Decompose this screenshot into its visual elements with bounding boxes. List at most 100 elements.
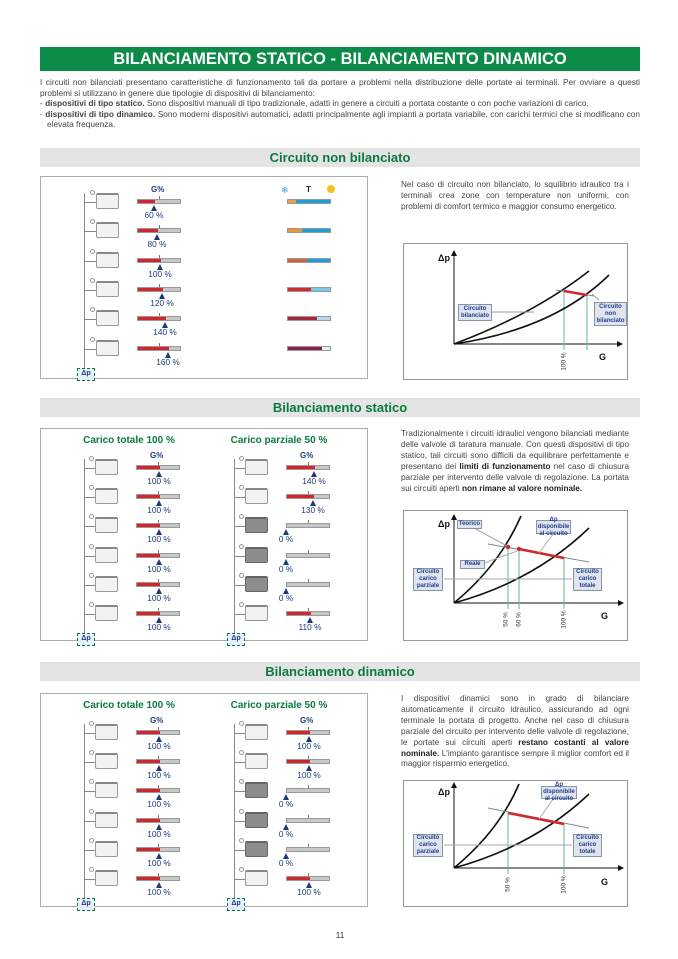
branch-pipe — [234, 733, 245, 734]
nominal-tick — [158, 491, 159, 495]
graph-annotation: Δp disponibile al circuito — [536, 516, 571, 537]
flow-percent: 80 % — [147, 239, 167, 250]
item-bold: dispositivi di tipo statico. — [45, 98, 145, 109]
intro-text: I circuiti non bilanciati presentano car… — [40, 77, 640, 130]
flow-marker-icon — [283, 587, 289, 594]
section-text: Nel caso di circuito non bilanciato, lo … — [401, 180, 629, 213]
temperature-bar — [287, 316, 331, 322]
branch-pipe — [84, 614, 95, 615]
radiator — [95, 546, 118, 563]
page-number: 11 — [335, 930, 345, 940]
real-point — [516, 546, 522, 552]
temperature-bar — [287, 199, 331, 204]
nominal-tick — [308, 843, 309, 847]
flow-bar — [136, 494, 180, 500]
temperature-bar-warm — [288, 287, 312, 291]
snowflake-icon: ❄ — [281, 185, 289, 195]
flow-bar — [286, 846, 330, 852]
intro-paragraph: I circuiti non bilanciati presentano car… — [40, 77, 640, 98]
valve-icon — [89, 750, 94, 756]
curve-partial — [453, 783, 520, 869]
flow-bar — [136, 611, 180, 616]
radiator — [95, 724, 118, 740]
flow-marker-icon — [283, 529, 289, 536]
branch-pipe — [84, 526, 95, 528]
valve-icon — [89, 779, 94, 785]
flow-marker-icon — [311, 471, 317, 477]
flow-percent: 100 % — [147, 857, 171, 868]
nominal-tick — [158, 843, 159, 847]
curve-total — [453, 527, 590, 604]
leader-line — [473, 527, 508, 547]
valve-icon — [89, 867, 94, 872]
g-percent-label: G% — [300, 451, 314, 460]
nominal-tick — [308, 873, 309, 876]
valve-icon — [89, 721, 94, 726]
branch-pipe — [234, 497, 245, 499]
branch-pipe — [84, 202, 96, 203]
intro-item-static: - dispositivi di tipo statico. Sono disp… — [40, 98, 589, 109]
flow-marker-icon — [151, 205, 157, 211]
flow-bar-fill — [138, 317, 166, 321]
temperature-bar — [287, 228, 331, 234]
flow-percent: 100 % — [147, 476, 171, 486]
panel-title: Carico totale 100 % — [83, 700, 175, 711]
branch-pipe — [234, 820, 245, 822]
section-text: I dispositivi dinamici sono in grado di … — [401, 694, 629, 770]
radiator — [96, 280, 119, 297]
valve-icon — [239, 602, 244, 607]
radiator — [245, 724, 268, 740]
supply-pipe — [84, 459, 85, 635]
flow-marker-icon — [307, 617, 313, 623]
flow-bar — [286, 759, 330, 765]
branch-pipe — [84, 260, 96, 262]
flow-bar — [136, 759, 180, 765]
axis-tick-label: 50 % — [504, 877, 512, 892]
branch-pipe — [234, 791, 245, 793]
flow-percent: 130 % — [301, 505, 325, 516]
flow-bar — [136, 817, 180, 823]
flow-bar — [286, 465, 330, 470]
flow-bar-fill — [137, 466, 160, 469]
dp-sensor: Δp — [77, 633, 95, 646]
flow-bar-fill — [138, 200, 155, 203]
valve-icon — [89, 837, 94, 843]
text-segment: L'impianto garantisce sempre il miglior … — [401, 748, 629, 769]
graph-static: Δp G 50 % 60 % 100 % Teorico Δp disponibile al… — [403, 510, 628, 641]
page-title: BILANCIAMENTO STATICO - BILANCIAMENTO DI… — [40, 47, 640, 71]
text-segment: nel caso di chiusura parziale per interv… — [401, 461, 629, 493]
flow-percent: 160 % — [156, 356, 180, 367]
branch-pipe — [84, 348, 96, 350]
nominal-tick — [308, 608, 309, 611]
flow-percent: 60 % — [144, 210, 164, 220]
flow-bar-fill — [137, 495, 160, 499]
nominal-tick — [159, 254, 160, 258]
nominal-tick — [158, 608, 159, 611]
flow-bar — [136, 523, 180, 529]
flow-marker-icon — [156, 617, 162, 623]
valve-icon — [239, 456, 244, 461]
flow-percent: 100 % — [147, 770, 171, 781]
graph-annotation: Circuito carico totale — [573, 568, 602, 591]
dp-sensor: Δp — [227, 898, 245, 911]
flow-percent: 100 % — [148, 268, 172, 279]
valve-icon — [89, 572, 94, 578]
valve-icon — [239, 837, 244, 843]
branch-pipe — [234, 849, 245, 851]
radiator — [95, 488, 118, 505]
nominal-tick — [308, 549, 309, 553]
nominal-tick — [158, 873, 159, 876]
text-segment: Tradizionalmente i circuiti idraulici ve… — [401, 429, 629, 471]
temperature-bar-warm — [288, 317, 317, 321]
supply-pipe — [84, 724, 85, 900]
curve-unbalanced — [453, 274, 610, 345]
radiator — [95, 870, 118, 886]
flow-marker-icon — [156, 587, 162, 594]
flow-percent: 100 % — [297, 770, 321, 781]
flow-percent: 100 % — [147, 622, 171, 632]
valve-icon — [239, 808, 244, 814]
valve-icon — [89, 602, 94, 607]
sun-icon — [327, 185, 335, 193]
radiator — [95, 575, 118, 592]
supply-pipe — [234, 724, 235, 900]
